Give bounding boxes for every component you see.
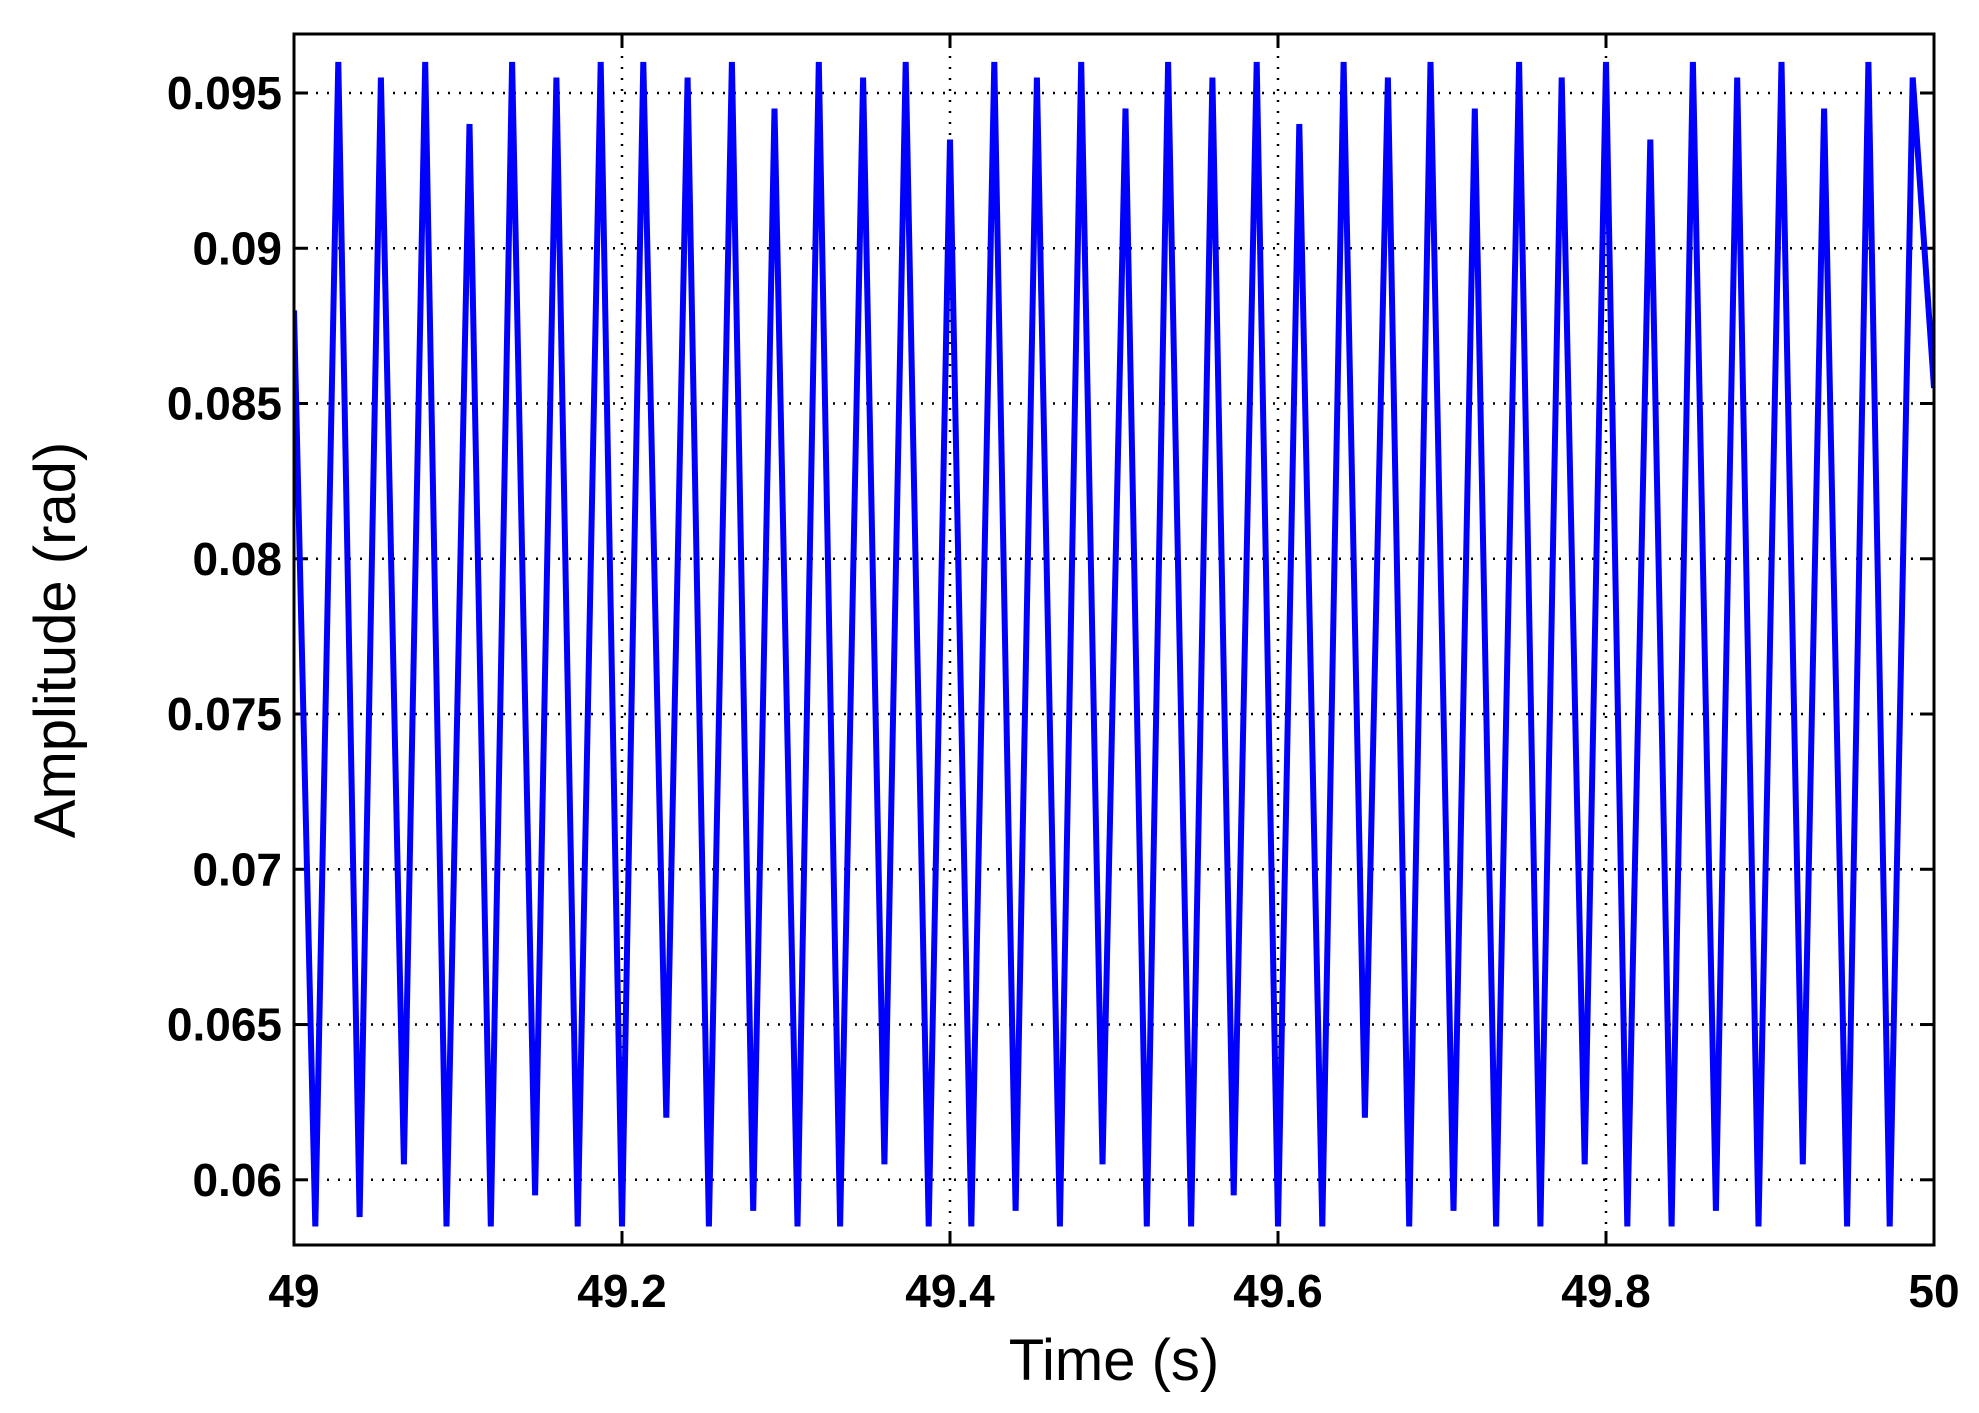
- y-axis-label: Amplitude (rad): [23, 442, 88, 838]
- x-tick-label: 50: [1908, 1265, 1959, 1317]
- x-tick-label: 49.2: [577, 1265, 667, 1317]
- y-tick-label: 0.095: [167, 67, 282, 119]
- x-axis-label: Time (s): [1009, 1328, 1219, 1393]
- y-tick-label: 0.085: [167, 378, 282, 430]
- y-tick-label: 0.065: [167, 999, 282, 1051]
- x-tick-label: 49.6: [1233, 1265, 1323, 1317]
- y-tick-label: 0.09: [192, 222, 282, 274]
- data-line: [294, 61, 1934, 1227]
- x-tick-label: 49: [268, 1265, 319, 1317]
- x-tick-label: 49.8: [1561, 1265, 1651, 1317]
- y-tick-label: 0.06: [192, 1154, 282, 1206]
- y-tick-label: 0.08: [192, 533, 282, 585]
- y-tick-label: 0.075: [167, 688, 282, 740]
- x-tick-label: 49.4: [905, 1265, 995, 1317]
- plot-frame: [292, 32, 1936, 1247]
- y-tick-label: 0.07: [192, 843, 282, 895]
